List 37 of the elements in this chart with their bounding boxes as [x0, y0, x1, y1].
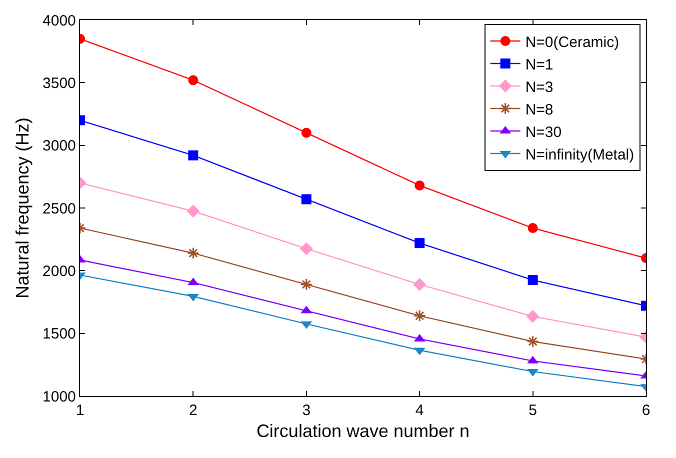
point [526, 335, 539, 348]
point [528, 275, 538, 286]
point [413, 278, 426, 291]
x-tick-label: 5 [528, 402, 537, 420]
point [528, 223, 538, 234]
legend-label: N=infinity(Metal) [525, 146, 634, 164]
point [526, 310, 540, 323]
point [187, 246, 200, 260]
y-tick-label: 4000 [42, 12, 76, 30]
point [414, 180, 425, 190]
point [413, 310, 426, 322]
y-tick-label: 3000 [42, 138, 76, 155]
y-tick-label: 2500 [42, 200, 76, 218]
point [301, 128, 312, 138]
point [300, 278, 313, 291]
legend-label: N=1 [525, 56, 554, 74]
x-tick-label: 3 [302, 402, 311, 420]
y-tick-label: 1000 [42, 388, 76, 406]
y-tick-label: 2000 [42, 262, 76, 280]
point [186, 204, 200, 218]
legend-label: N=8 [525, 101, 554, 118]
x-tick-label: 2 [189, 402, 198, 420]
point [414, 238, 425, 248]
y-axis-title: Natural frequency (Hz) [12, 117, 33, 299]
x-tick-label: 1 [76, 402, 84, 420]
x-axis-title: Circulation wave number n [256, 421, 470, 442]
legend-label: N=3 [525, 78, 554, 96]
legend-label: N=0(Ceramic) [525, 34, 620, 51]
legend-label: N=30 [525, 124, 562, 141]
y-tick-label: 3500 [42, 74, 76, 92]
x-tick-label: 4 [415, 402, 424, 420]
x-tick-label: 6 [642, 402, 650, 420]
point [301, 194, 312, 204]
y-tick-label: 1500 [42, 326, 76, 343]
point [300, 242, 313, 256]
point [188, 150, 198, 160]
point [188, 75, 198, 86]
